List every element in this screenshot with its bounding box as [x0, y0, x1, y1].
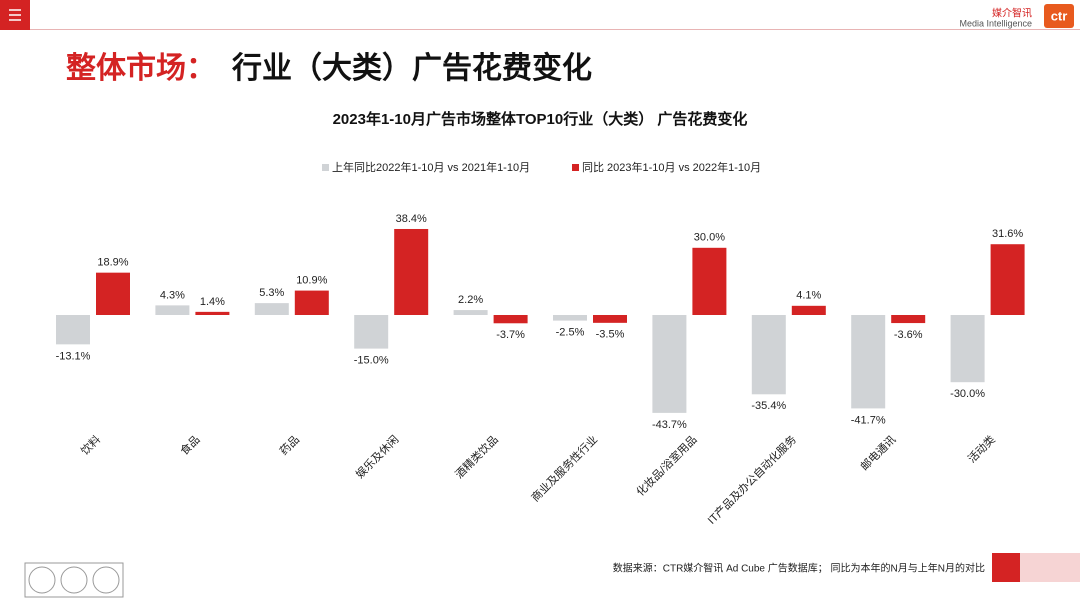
value-label: -35.4%: [751, 400, 786, 412]
bar: [155, 305, 190, 315]
bar: [692, 247, 727, 315]
bar: [593, 315, 627, 323]
slide-title: 行业（大类）广告花费变化: [231, 51, 592, 85]
value-label: -41.7%: [851, 414, 886, 426]
value-label: -15.0%: [354, 355, 389, 367]
value-label: -2.5%: [556, 327, 585, 339]
bar: [254, 303, 289, 315]
value-label: 4.1%: [796, 290, 821, 302]
footer-accent: [992, 553, 1020, 582]
value-label: 18.9%: [97, 257, 128, 269]
bar: [56, 315, 90, 345]
logo-mark: ctr: [1051, 8, 1068, 23]
value-label: 30.0%: [694, 232, 725, 244]
value-label: 5.3%: [259, 287, 284, 299]
bar: [195, 311, 230, 315]
bar: [394, 228, 429, 315]
legend-swatch: [572, 164, 579, 171]
logo-en: Media Intelligence: [959, 18, 1032, 28]
certification-badges: [24, 562, 124, 598]
value-label: 31.6%: [992, 228, 1023, 240]
legend-label: 上年同比2022年1-10月 vs 2021年1-10月: [332, 160, 530, 174]
legend-swatch: [322, 164, 329, 171]
bar: [990, 244, 1025, 315]
bar: [354, 315, 389, 349]
bar: [891, 315, 926, 324]
bar: [652, 315, 687, 413]
legend-label: 同比 2023年1-10月 vs 2022年1-10月: [582, 160, 761, 174]
value-label: 10.9%: [296, 274, 327, 286]
logo-cn: 媒介智讯: [992, 7, 1032, 20]
bar: [751, 315, 786, 395]
logo-badge: [1044, 4, 1074, 28]
value-label: -3.6%: [894, 329, 923, 341]
bar: [791, 305, 826, 315]
menu-icon: [9, 9, 21, 21]
value-label: 1.4%: [200, 296, 225, 308]
footer-accent-light: [1020, 553, 1080, 582]
value-label: 38.4%: [396, 213, 427, 225]
slide-title-highlight: 整体市场：: [66, 51, 216, 85]
value-label: -13.1%: [56, 350, 91, 362]
value-label: 4.3%: [160, 289, 185, 301]
bar: [294, 290, 329, 315]
bar: [453, 310, 488, 315]
chart-title: 2023年1-10月广告市场整体TOP10行业（大类） 广告花费变化: [333, 110, 748, 128]
bar: [851, 315, 886, 409]
value-label: -30.0%: [950, 388, 985, 400]
value-label: -43.7%: [652, 419, 687, 431]
value-label: 2.2%: [458, 294, 483, 306]
bar: [493, 315, 528, 324]
source-note: 数据来源：CTR媒介智讯 Ad Cube 广告数据库； 同比为本年的N月与上年N…: [613, 562, 985, 575]
value-label: -3.7%: [496, 329, 525, 341]
bar: [553, 315, 587, 321]
value-label: -3.5%: [596, 329, 625, 341]
bar: [950, 315, 985, 383]
bar: [96, 272, 130, 315]
